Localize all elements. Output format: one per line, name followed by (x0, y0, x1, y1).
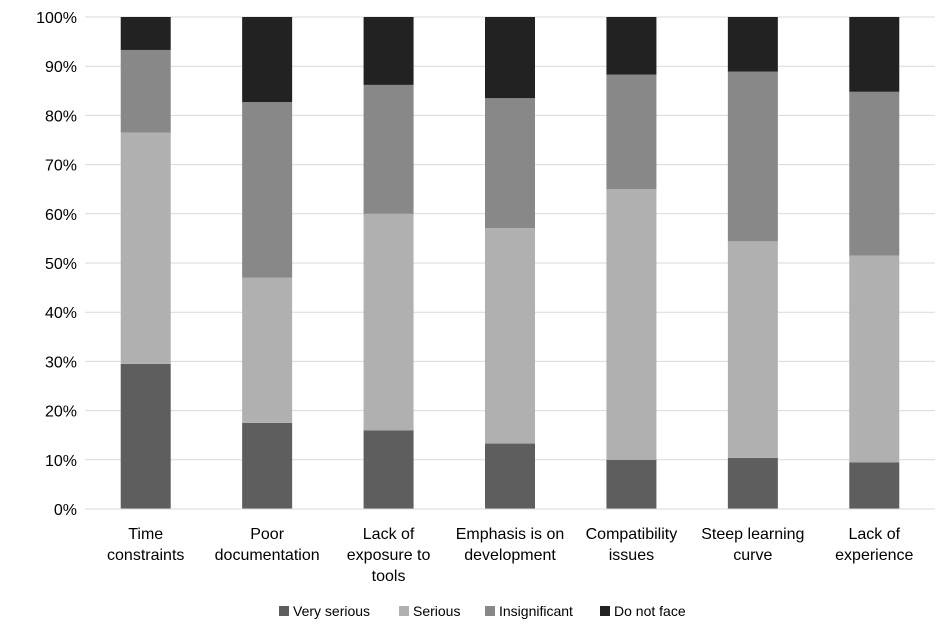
y-tick-label: 50% (45, 256, 77, 273)
bar-segment-very-serious (849, 462, 900, 509)
x-category-label: Poor documentation (215, 526, 320, 564)
x-category-label-line: constraints (107, 547, 184, 564)
x-category-label-line: Poor (250, 526, 284, 543)
bar-segment-very-serious (120, 363, 171, 509)
y-tick-label: 60% (45, 207, 77, 224)
bar-segment-insignificant (727, 71, 778, 242)
x-category-label-line: development (464, 547, 556, 564)
bar-segment-do-not-face (849, 17, 900, 92)
x-category-label: Steep learning curve (701, 526, 804, 564)
y-tick-label: 0% (54, 502, 77, 519)
bar-segment-do-not-face (120, 17, 171, 50)
legend-swatch (279, 606, 289, 616)
x-category-label-line: exposure to (347, 547, 431, 564)
x-category-label-line: Lack of (848, 526, 900, 543)
x-category-label: Lack of exposure to tools (347, 526, 431, 585)
legend-label: Do not face (614, 603, 686, 619)
legend-swatch (600, 606, 610, 616)
bar-segment-very-serious (606, 459, 657, 509)
bar-segment-very-serious (242, 422, 293, 509)
bar-segment-do-not-face (242, 17, 293, 103)
x-category-label-line: Emphasis is on (456, 526, 565, 543)
x-category-label-line: Compatibility (586, 526, 678, 543)
x-category-label-line: experience (835, 547, 913, 564)
x-category-label-line: issues (609, 547, 654, 564)
x-category-label-line: documentation (215, 547, 320, 564)
y-tick-label: 30% (45, 354, 77, 371)
y-tick-label: 40% (45, 305, 77, 322)
x-category-label: Compatibility issues (586, 526, 678, 564)
axes: 0% 10% 20% 30% 40% 50% 60% 70% 80% 90% 100% Time con… (36, 10, 935, 585)
legend-swatch (399, 606, 409, 616)
y-tick-label: 100% (36, 10, 77, 27)
y-tick-label: 10% (45, 453, 77, 470)
x-category-label: Lack of experience (835, 526, 913, 564)
bar-segment-do-not-face (485, 17, 535, 99)
bar-segment-very-serious (363, 430, 414, 509)
bar-segment-insignificant (363, 84, 414, 214)
bars (120, 17, 900, 509)
y-tick-label: 70% (45, 158, 77, 175)
x-category-label-line: tools (372, 568, 406, 585)
bar-segment-insignificant (120, 49, 171, 133)
bar-segment-serious (849, 255, 900, 463)
x-category-label-line: Lack of (363, 526, 415, 543)
x-category-label: Emphasis is on development (456, 526, 565, 564)
y-tick-label: 20% (45, 404, 77, 421)
bar-segment-serious (727, 241, 778, 458)
legend-label: Serious (413, 603, 460, 619)
y-tick-label: 80% (45, 108, 77, 125)
bar-segment-serious (485, 228, 535, 444)
x-category-label: Time constraints (107, 526, 184, 564)
bar-segment-do-not-face (606, 17, 657, 75)
bar-segment-insignificant (485, 98, 535, 229)
bar-segment-very-serious (485, 443, 535, 509)
legend-label: Insignificant (499, 603, 573, 619)
bar-segment-serious (242, 277, 293, 423)
bar-segment-serious (363, 213, 414, 431)
legend: Very serious Serious Insignificant Do not f… (279, 603, 686, 619)
bar-segment-insignificant (242, 102, 293, 278)
bar-segment-very-serious (727, 457, 778, 509)
legend-swatch (485, 606, 495, 616)
bar-segment-serious (606, 189, 657, 460)
bar-segment-insignificant (849, 91, 900, 256)
x-category-label-line: curve (733, 547, 772, 564)
legend-label: Very serious (293, 603, 370, 619)
bar-segment-do-not-face (363, 17, 414, 85)
bar-segment-serious (120, 132, 171, 364)
y-tick-label: 90% (45, 59, 77, 76)
bar-segment-insignificant (606, 74, 657, 190)
bar-segment-do-not-face (727, 17, 778, 72)
x-category-label-line: Steep learning (701, 526, 804, 543)
x-category-label-line: Time (128, 526, 163, 543)
